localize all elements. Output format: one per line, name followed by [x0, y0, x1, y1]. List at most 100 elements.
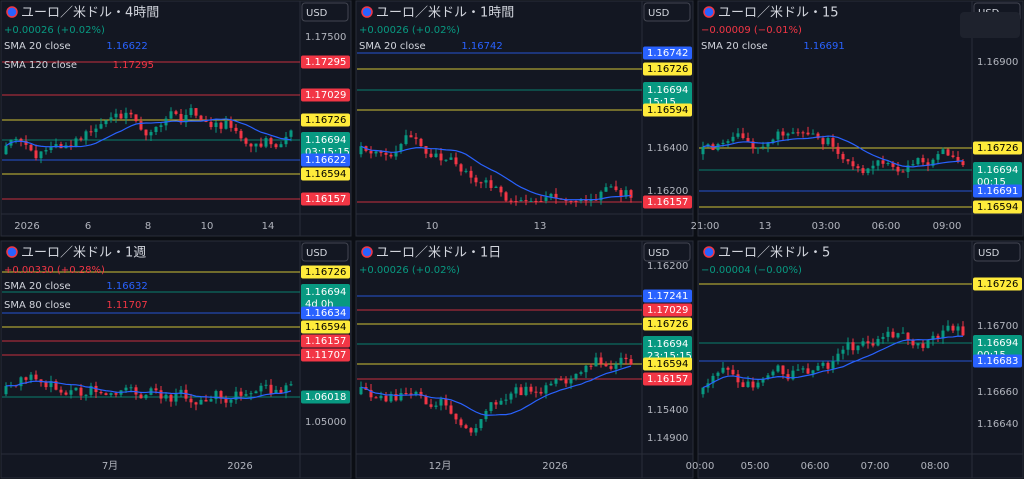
- time-axis-label: 10: [201, 221, 214, 232]
- candle: [439, 399, 443, 406]
- candle: [544, 385, 548, 394]
- candle: [771, 371, 775, 376]
- candle: [539, 201, 543, 202]
- price-axis-label: 1.15400: [647, 405, 688, 416]
- candle: [279, 144, 283, 148]
- currency-select[interactable]: [301, 2, 349, 22]
- candle: [529, 386, 533, 392]
- price-tag: [301, 192, 350, 206]
- candle: [539, 391, 543, 394]
- price-tag-text: 1.17295: [305, 57, 346, 68]
- candle: [389, 393, 393, 402]
- chart-panel: ユーロ／米ドル・1時間 +0.00026 (+0.02%) SMA 20 close…: [355, 0, 694, 237]
- candle: [599, 191, 603, 201]
- candle: [559, 379, 563, 381]
- candle: [569, 378, 573, 384]
- indicator-value: 1.16632: [106, 281, 147, 292]
- candle: [826, 362, 830, 369]
- price-change: +0.00026 (+0.02%): [359, 25, 460, 36]
- symbol-flag: [703, 246, 715, 258]
- candle: [404, 393, 408, 395]
- candle: [259, 385, 263, 392]
- candle: [494, 402, 498, 405]
- candle: [856, 166, 860, 169]
- candle: [871, 165, 875, 169]
- candle: [716, 143, 720, 151]
- candle: [224, 398, 228, 403]
- chart-panel: ユーロ／米ドル・4時間 +0.00026 (+0.02%) SMA 20 close…: [0, 0, 352, 237]
- candle: [499, 186, 503, 193]
- price-tag-text: 1.16726: [977, 279, 1018, 290]
- price-change: +0.00026 (+0.02%): [359, 265, 460, 276]
- candle: [629, 359, 633, 365]
- currency-select[interactable]: [643, 2, 691, 22]
- price-tag: [973, 277, 1022, 291]
- candle: [801, 132, 805, 134]
- candle: [871, 343, 875, 346]
- candle: [866, 168, 870, 174]
- candle: [379, 395, 383, 399]
- candle: [104, 393, 108, 395]
- candle: [359, 387, 363, 395]
- candle: [599, 357, 603, 364]
- candle: [479, 419, 483, 429]
- candle: [936, 154, 940, 160]
- price-tag-text: 1.16726: [305, 267, 346, 278]
- candle: [489, 180, 493, 188]
- candle: [751, 141, 755, 149]
- candle: [881, 336, 885, 339]
- candle: [946, 325, 950, 331]
- candle: [239, 130, 243, 139]
- candle: [499, 400, 503, 405]
- panel-bg: [0, 0, 352, 237]
- candle: [584, 365, 588, 373]
- price-tag: [973, 184, 1022, 198]
- candle: [796, 132, 800, 134]
- currency-label: USD: [648, 8, 670, 19]
- candle: [134, 114, 138, 122]
- candle: [504, 192, 508, 201]
- candle: [419, 138, 423, 147]
- candle: [239, 391, 243, 396]
- candle: [444, 159, 448, 161]
- price-tag: [301, 265, 350, 279]
- price-tag-text: 1.11707: [305, 350, 346, 361]
- candle: [941, 330, 945, 339]
- candle: [766, 375, 770, 379]
- candle: [59, 389, 63, 393]
- candle: [816, 133, 820, 139]
- indicator-label: SMA 120 close: [4, 60, 77, 71]
- candle: [911, 339, 915, 346]
- price-tag-text: 1.17029: [305, 90, 346, 101]
- price-tag-text: 1.16594: [647, 359, 688, 370]
- candle: [24, 377, 28, 380]
- time-axis-label: 13: [534, 221, 547, 232]
- price-axis-label: 1.16660: [977, 387, 1018, 398]
- currency-select[interactable]: [301, 242, 349, 262]
- candle: [69, 390, 73, 395]
- layout-button[interactable]: [960, 12, 1020, 38]
- currency-select[interactable]: [643, 242, 691, 262]
- price-tag: [643, 46, 692, 60]
- price-tag: [973, 200, 1022, 214]
- candle: [961, 326, 965, 336]
- candle: [489, 402, 493, 411]
- candle: [806, 368, 810, 374]
- price-tag: [301, 113, 350, 127]
- candle: [589, 365, 593, 367]
- currency-select[interactable]: [973, 242, 1021, 262]
- price-tag-text: 1.06018: [305, 392, 346, 403]
- candle: [229, 120, 233, 128]
- candle: [951, 155, 955, 157]
- candle: [791, 370, 795, 380]
- candle: [936, 335, 940, 339]
- price-tag: [301, 348, 350, 362]
- candle: [84, 131, 88, 140]
- candle: [741, 133, 745, 139]
- candle: [179, 389, 183, 394]
- time-axis-label: 08:00: [921, 461, 950, 472]
- candle: [104, 120, 108, 125]
- candle: [519, 200, 523, 202]
- candle: [831, 138, 835, 147]
